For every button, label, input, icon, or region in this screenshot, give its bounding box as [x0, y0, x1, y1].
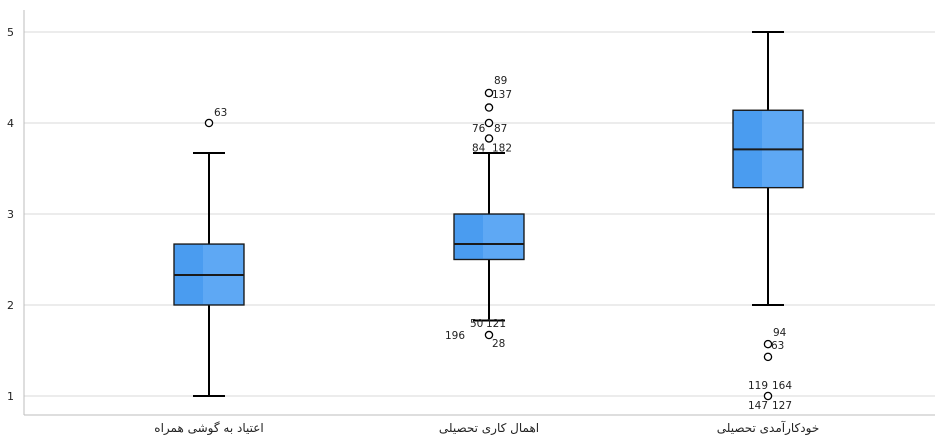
outlier-point [484, 103, 494, 112]
outlier-label: 119 [748, 380, 768, 392]
iqr-box-highlight [483, 215, 523, 259]
category-label: خودکارآمدی تحصیلی [717, 420, 819, 436]
y-tick-label: 5 [7, 26, 14, 39]
outlier-point [763, 339, 773, 349]
category-label: اعتیاد به گوشی همراه [154, 421, 263, 436]
category-labels: اعتیاد به گوشی همراه اهمال کاری تحصیلی خود… [154, 420, 819, 436]
y-tick-label: 2 [7, 299, 14, 312]
outlier-point [763, 352, 773, 362]
outlier-label: 50 [470, 318, 483, 330]
outlier-label: 89 [494, 75, 507, 87]
category-label: اهمال کاری تحصیلی [439, 421, 539, 436]
outlier-point [484, 134, 494, 143]
y-tick-label: 1 [7, 390, 14, 403]
outlier-label: 137 [492, 89, 512, 101]
outlier-label: 87 [494, 123, 507, 135]
outlier-label: 28 [492, 338, 505, 350]
outlier-label: 94 [773, 327, 787, 339]
box-group: 63 [173, 107, 245, 397]
outlier-label: 196 [445, 330, 465, 342]
outlier-point [204, 118, 214, 128]
outlier-point [484, 330, 494, 340]
outlier-label: 182 [492, 142, 512, 154]
y-tick-labels: 1 2 3 4 5 [7, 26, 14, 403]
outlier-label: 164 [772, 380, 792, 392]
outlier-label: 127 [772, 400, 792, 412]
outlier-label: 76 [472, 123, 486, 135]
y-tick-label: 4 [7, 117, 14, 130]
outlier-label: 63 [771, 340, 784, 352]
y-tick-label: 3 [7, 208, 14, 221]
box-group: 89 137 76 87 84 182 196 50 121 28 [445, 75, 525, 350]
outlier-label: 84 [472, 142, 486, 154]
outlier-label: 147 [748, 400, 768, 412]
outlier-label: 63 [214, 107, 227, 119]
iqr-box-outline [453, 213, 525, 261]
outlier-point [484, 88, 494, 98]
outlier-label: 121 [486, 318, 506, 330]
outlier-point [763, 391, 773, 401]
outlier-point [484, 118, 494, 128]
